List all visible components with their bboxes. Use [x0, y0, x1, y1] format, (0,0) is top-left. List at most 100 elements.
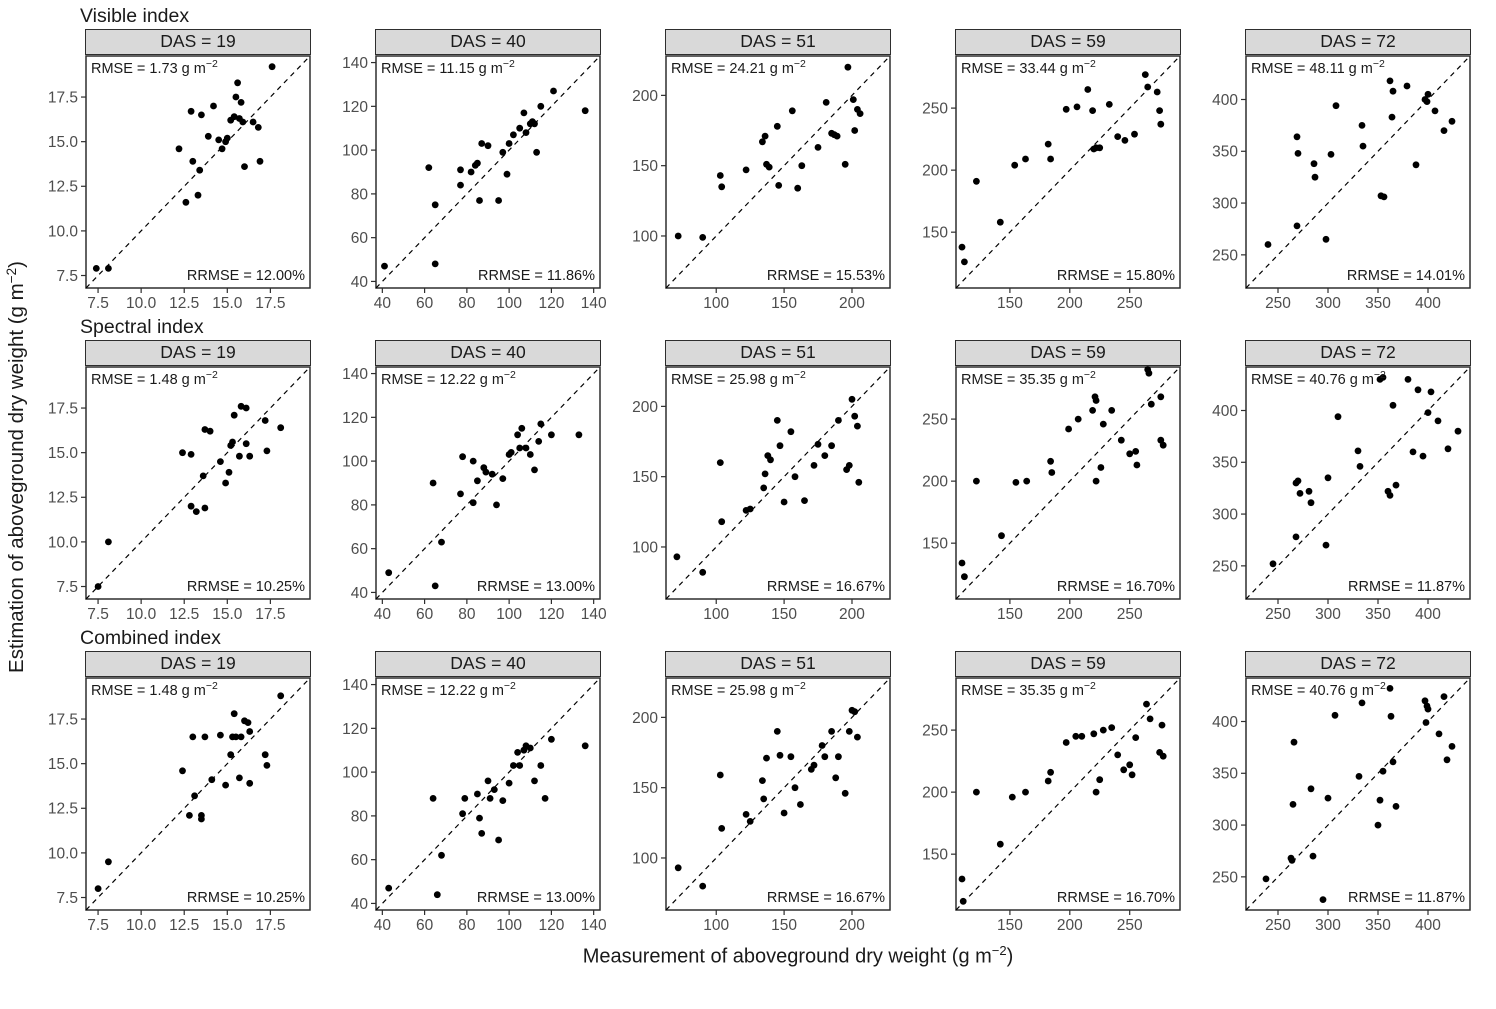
- data-point: [1444, 445, 1452, 453]
- x-tick-label: 200: [839, 606, 865, 623]
- data-point: [1376, 796, 1384, 804]
- data-point: [1141, 71, 1149, 78]
- data-point: [958, 559, 966, 567]
- scatter-plot: 7.5 7.5 10.0 10.0 12.5 12.5 15.0 15.0 17.5 17.5 RM…: [48, 677, 311, 934]
- data-point: [791, 473, 799, 481]
- x-tick-label: 100: [496, 606, 522, 623]
- data-point: [256, 157, 264, 165]
- identity-line: [955, 55, 1181, 289]
- y-tick-label: 250: [1212, 869, 1238, 886]
- x-axis-label-close: ): [1006, 945, 1014, 968]
- x-axis-label: Measurement of aboveground dry weight (g…: [40, 935, 1496, 969]
- data-point: [474, 477, 481, 485]
- data-point: [718, 183, 726, 191]
- data-point: [765, 163, 773, 171]
- row-panels: DAS = 19 7.5 7.5 10.0 10.0 12.5 12.5 15.0 15.0 17…: [40, 29, 1496, 313]
- data-point: [835, 753, 842, 761]
- y-tick-label: 120: [342, 410, 368, 427]
- strip-label: DAS = 59: [955, 651, 1181, 677]
- data-point: [516, 762, 524, 769]
- data-point: [1392, 803, 1400, 810]
- data-point: [469, 499, 477, 507]
- y-tick-label: 300: [1212, 817, 1238, 834]
- data-point: [575, 431, 583, 439]
- data-point: [230, 710, 238, 718]
- data-point: [1331, 711, 1339, 719]
- data-point: [1012, 479, 1020, 486]
- scatter-panel: DAS = 72 250 250 300 300 350 350 400 400 RMSE = 4…: [1200, 651, 1476, 935]
- data-point: [773, 417, 781, 424]
- data-point: [242, 404, 250, 412]
- rmse-superscript: −2: [206, 58, 218, 70]
- data-point: [537, 762, 545, 769]
- y-tick-label: 17.5: [48, 89, 78, 106]
- data-point: [1092, 477, 1100, 485]
- scatter-panel: DAS = 72 250 250 300 300 350 350 400 400 RMSE = 4…: [1200, 340, 1476, 624]
- data-point: [244, 719, 252, 726]
- data-point: [457, 490, 464, 498]
- strip-label: DAS = 19: [85, 340, 311, 366]
- data-point: [961, 258, 968, 266]
- data-point: [514, 749, 521, 756]
- data-point: [474, 159, 481, 167]
- y-tick-label: 350: [1212, 144, 1238, 161]
- data-point: [429, 795, 437, 802]
- data-point: [1409, 448, 1417, 456]
- y-tick-label: 250: [922, 101, 948, 118]
- data-point: [1354, 447, 1362, 455]
- data-point: [476, 814, 483, 822]
- data-point: [1388, 113, 1396, 121]
- x-tick-label: 7.5: [87, 917, 109, 934]
- rmse-superscript: −2: [1084, 680, 1096, 692]
- data-point: [841, 160, 849, 168]
- rrmse-annotation: RRMSE = 16.70%: [1057, 579, 1175, 595]
- y-tick-label: 40: [351, 274, 369, 291]
- data-point: [1073, 103, 1081, 111]
- data-point: [204, 132, 212, 140]
- data-point: [1309, 852, 1317, 860]
- data-point: [457, 166, 464, 174]
- data-point: [1392, 481, 1400, 489]
- data-point: [1448, 743, 1456, 750]
- data-point: [1355, 773, 1363, 780]
- data-point: [718, 518, 726, 526]
- rmse-annotation: RMSE = 1.73 g m−2: [91, 58, 218, 77]
- y-tick-label: 15.0: [48, 134, 79, 151]
- scatter-panel: DAS = 51 100 100 150 150 200 200 RMSE = 25.98 g…: [620, 340, 896, 624]
- data-point: [1011, 161, 1019, 169]
- data-point: [541, 795, 549, 802]
- data-point: [246, 779, 254, 787]
- y-tick-label: 400: [1212, 714, 1238, 731]
- data-point: [499, 797, 507, 804]
- data-point: [1296, 490, 1304, 497]
- data-point: [759, 138, 766, 146]
- data-point: [767, 456, 774, 464]
- y-tick-label: 15.0: [48, 445, 79, 462]
- data-point: [179, 449, 186, 457]
- y-tick-label: 250: [1212, 247, 1238, 264]
- y-tick-label: 200: [922, 163, 948, 180]
- row-title: Visible index: [80, 5, 190, 27]
- rrmse-annotation: RRMSE = 16.70%: [1057, 890, 1175, 906]
- data-point: [1374, 821, 1382, 829]
- scatter-plot: 40 40 60 60 80 80 100 100 120 120 140 140 RMSE = 11.…: [342, 55, 606, 312]
- scatter-panel: DAS = 72 250 250 300 300 350 350 400 400 RMSE = 4…: [1200, 29, 1476, 313]
- data-point: [537, 420, 545, 428]
- y-tick-label: 200: [632, 88, 658, 105]
- data-point: [1427, 388, 1435, 396]
- x-tick-label: 300: [1315, 295, 1341, 312]
- data-point: [236, 774, 243, 782]
- x-tick-label: 140: [581, 606, 606, 623]
- scatter-panel: DAS = 19 7.5 7.5 10.0 10.0 12.5 12.5 15.0 15.0 17…: [40, 340, 316, 624]
- row-panels: DAS = 19 7.5 7.5 10.0 10.0 12.5 12.5 15.0 15.0 17…: [40, 340, 1496, 624]
- data-point: [855, 478, 863, 486]
- rmse-superscript: −2: [1374, 369, 1386, 381]
- y-tick-label: 12.5: [48, 490, 78, 507]
- data-point: [522, 129, 530, 136]
- data-point: [187, 502, 195, 510]
- data-point: [1421, 697, 1429, 705]
- data-point: [1305, 487, 1313, 495]
- data-point: [234, 79, 242, 87]
- data-point: [1440, 693, 1448, 700]
- data-point: [1294, 150, 1302, 157]
